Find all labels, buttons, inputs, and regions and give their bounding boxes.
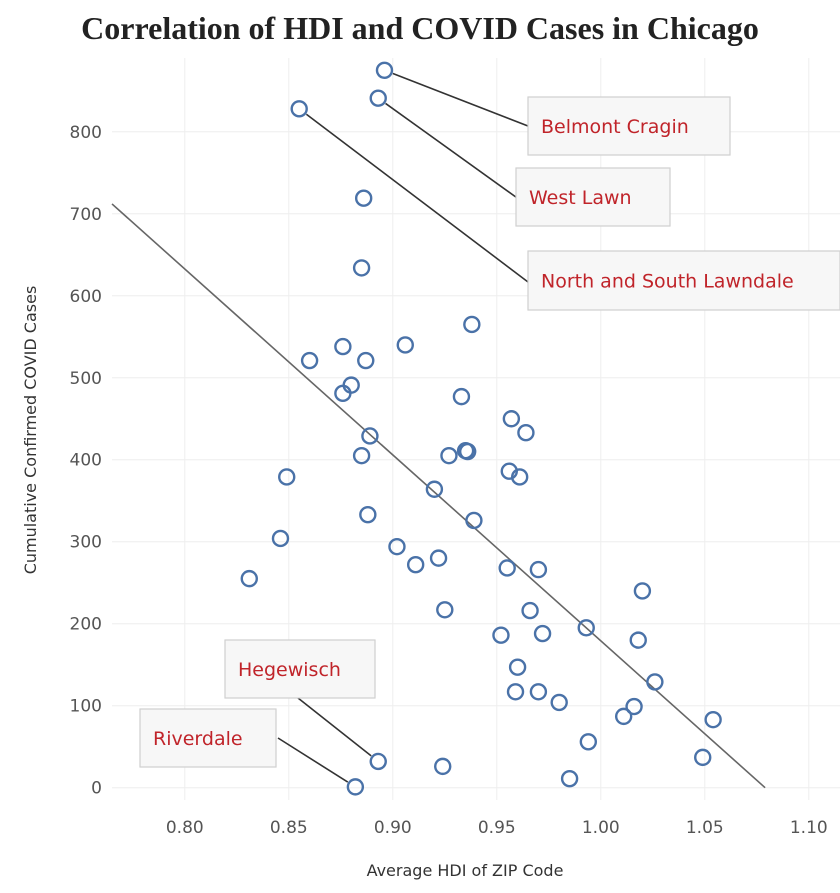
data-point	[440, 446, 458, 465]
data-point	[529, 560, 548, 579]
data-point	[396, 336, 414, 354]
data-point	[629, 631, 647, 649]
y-tick-label: 300	[70, 533, 102, 553]
data-point	[429, 549, 448, 567]
data-point	[646, 673, 664, 691]
data-point	[492, 626, 510, 644]
annotation-box	[139, 708, 277, 768]
annotation-box	[527, 96, 731, 156]
annotation-leader-line	[305, 113, 529, 283]
x-tick-label: 0.95	[478, 818, 516, 838]
data-point	[334, 384, 352, 403]
data-point	[633, 582, 652, 600]
annotation-label: North and South Lawndale	[541, 271, 794, 293]
y-tick-label: 700	[70, 205, 102, 225]
data-point	[271, 529, 290, 548]
data-point	[357, 351, 375, 370]
chart-title: Correlation of HDI and COVID Cases in Ch…	[81, 10, 759, 46]
annotation-box	[527, 250, 840, 311]
data-point	[278, 468, 296, 486]
annotation-leader-line	[297, 697, 372, 757]
data-point	[352, 446, 371, 465]
data-point	[508, 658, 527, 676]
data-point	[458, 442, 477, 461]
data-point	[452, 387, 471, 406]
y-tick-label: 0	[91, 779, 102, 799]
data-point	[506, 683, 525, 701]
annotation-label: Hegewisch	[238, 659, 341, 681]
y-tick-label: 500	[70, 369, 102, 389]
data-point	[502, 410, 521, 428]
data-point	[425, 480, 444, 498]
data-point	[342, 376, 360, 394]
annotation-label: Riverdale	[153, 728, 243, 750]
y-tick-label: 800	[70, 123, 102, 143]
data-point	[369, 89, 387, 107]
data-point	[361, 427, 379, 445]
data-point	[694, 748, 712, 767]
data-point	[300, 351, 319, 370]
data-point	[434, 757, 452, 776]
data-point	[533, 624, 552, 643]
data-point	[560, 769, 579, 788]
data-point	[369, 752, 387, 771]
annotation-label: Belmont Cragin	[541, 116, 689, 138]
annotation-label: West Lawn	[529, 187, 632, 209]
x-tick-label: 0.85	[270, 818, 308, 838]
data-points	[240, 61, 722, 796]
x-axis-title: Average HDI of ZIP Code	[367, 861, 564, 880]
y-tick-label: 100	[70, 697, 102, 717]
data-point	[704, 710, 722, 729]
x-tick-label: 0.90	[374, 818, 412, 838]
x-tick-label: 1.00	[582, 818, 620, 838]
data-point	[375, 61, 394, 79]
data-point	[625, 697, 643, 716]
data-point	[346, 778, 365, 796]
annotation-leaders	[277, 72, 529, 783]
y-tick-label: 400	[70, 451, 102, 471]
data-point	[517, 423, 535, 442]
data-point	[521, 601, 539, 620]
annotation-leader-line	[392, 72, 529, 127]
data-point	[465, 511, 483, 530]
y-tick-label: 600	[70, 287, 102, 307]
tick-labels: 0 100 200 300 400 500 600 700 800 0.80 0.85 0.90 0.9…	[70, 123, 828, 838]
data-point	[614, 707, 633, 726]
data-point	[354, 189, 373, 207]
data-point	[510, 468, 529, 486]
data-point	[579, 733, 598, 751]
data-point	[359, 505, 377, 524]
data-point	[529, 683, 548, 701]
annotations: Belmont Cragin West Lawn North and South L…	[139, 96, 840, 768]
data-point	[352, 259, 371, 277]
data-point	[498, 559, 516, 577]
data-point	[550, 693, 568, 712]
data-point	[406, 555, 425, 574]
annotation-box	[224, 639, 376, 699]
data-point	[290, 100, 308, 118]
annotation-leader-line	[277, 737, 349, 783]
annotation-leader-line	[385, 102, 521, 201]
data-point	[388, 537, 406, 556]
x-tick-label: 0.80	[166, 818, 204, 838]
x-tick-label: 1.05	[686, 818, 724, 838]
data-point	[240, 569, 258, 588]
annotation-box	[515, 167, 671, 227]
x-tick-label: 1.10	[790, 818, 828, 838]
y-axis-title: Cumulative Confirmed COVID Cases	[21, 286, 40, 575]
data-point	[463, 315, 481, 334]
data-point	[334, 337, 352, 356]
data-point	[436, 601, 454, 619]
data-point	[577, 619, 595, 637]
y-tick-label: 200	[70, 615, 102, 635]
